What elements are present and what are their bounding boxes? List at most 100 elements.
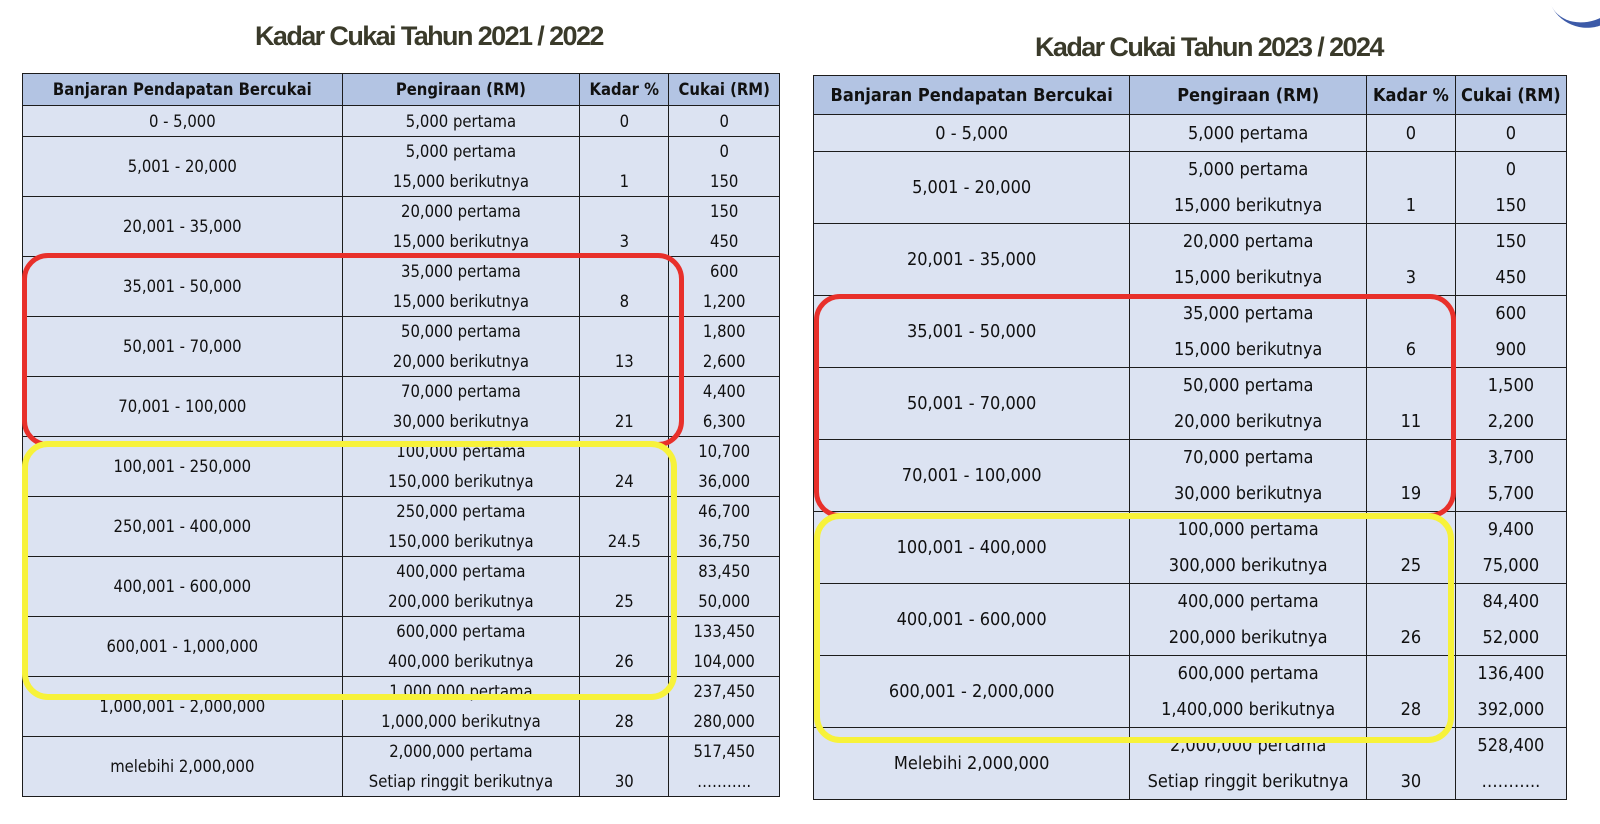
rate-cell: 30 [579,736,670,797]
header-tax: Cukai (RM) [1454,75,1568,115]
table-row: 100,001 - 250,000 100,000 pertama 150,000 … [22,436,780,497]
tax-line: 0 [719,111,729,131]
rate-line: 28 [1400,698,1422,720]
tax-line: 600 [1495,303,1527,325]
rate-cell: 25 [579,556,670,617]
tax-line: 528,400 [1477,735,1545,757]
tax-cell: 136,400 392,000 [1454,655,1568,728]
calculation-cell: 400,000 pertama 200,000 berikutnya [1129,583,1367,656]
tax-line: 0 [719,142,729,162]
calculation-cell: 50,000 pertama 20,000 berikutnya [1129,367,1367,440]
calculation-line: 100,000 pertama [396,442,526,462]
tax-line: 237,450 [693,682,755,702]
rate-line: 1 [619,171,630,191]
calculation-line: 15,000 berikutnya [392,171,529,191]
calculation-line: 300,000 berikutnya [1168,554,1328,576]
rate-line [1367,369,1454,404]
calculation-cell: 50,000 pertama 20,000 berikutnya [341,316,581,377]
calculation-line: 15,000 berikutnya [1173,338,1323,360]
table-row: 50,001 - 70,000 50,000 pertama 20,000 beri… [22,316,780,377]
income-range-cell: 70,001 - 100,000 [22,376,343,437]
tax-cell: 600 900 [1454,295,1568,368]
rate-cell: 1 [579,136,670,197]
tax-cell: 237,450 280,000 [668,676,780,737]
calculation-cell: 20,000 pertama 15,000 berikutnya [1129,223,1367,296]
rate-line [581,318,668,347]
calculation-line: 35,000 pertama [401,262,521,282]
table-row: 100,001 - 400,000 100,000 pertama 300,000 … [812,511,1568,584]
tax-table-2023-2024: Banjaran Pendapatan Bercukai Pengiraan (… [812,75,1568,800]
calculation-line: 100,000 pertama [1177,519,1319,541]
rate-line: 21 [614,411,634,431]
calculation-line: 30,000 berikutnya [1173,482,1323,504]
tax-cell: 83,450 50,000 [668,556,780,617]
calculation-line: 20,000 berikutnya [1173,410,1323,432]
tax-line: 1,500 [1487,375,1535,397]
table-row: 20,001 - 35,000 20,000 pertama 15,000 beri… [812,223,1568,296]
calculation-line: 200,000 berikutnya [1168,626,1328,648]
tax-line: 3,700 [1487,447,1535,469]
rate-line [581,438,668,467]
left-table-title: Kadar Cukai Tahun 2021 / 2022 [255,21,604,51]
tax-line: 50,000 [698,591,751,611]
tax-line: 5,700 [1487,482,1535,504]
calculation-line: 15,000 berikutnya [392,231,529,251]
calculation-line: 1,000,000 berikutnya [381,711,541,731]
calculation-line: 1,400,000 berikutnya [1161,698,1336,720]
calculation-line: 150,000 berikutnya [388,471,534,491]
income-range-cell: 400,001 - 600,000 [22,556,343,617]
calculation-cell: 250,000 pertama 150,000 berikutnya [341,496,581,557]
tax-cell: 10,700 36,000 [668,436,780,497]
rate-cell: 26 [1366,583,1456,656]
calculation-line: 30,000 berikutnya [392,411,529,431]
calculation-cell: 70,000 pertama 30,000 berikutnya [341,376,581,437]
rate-line: 1 [1405,194,1417,216]
income-range-cell: 100,001 - 250,000 [22,436,343,497]
rate-cell: 3 [1366,223,1456,296]
calculation-line: 5,000 pertama [1187,122,1309,144]
tax-cell: 150 450 [1454,223,1568,296]
tax-cell: 133,450 104,000 [668,616,780,677]
rate-line [581,738,668,767]
income-range-cell: 35,001 - 50,000 [22,256,343,317]
tax-line: 4,400 [702,382,746,402]
tax-line: 6,300 [702,411,746,431]
rate-line: 24.5 [607,531,641,551]
rate-line: 24 [614,471,634,491]
income-range-cell: 20,001 - 35,000 [22,196,343,257]
calculation-line: 1,000,000 pertama [389,682,533,702]
calculation-line: 20,000 berikutnya [392,351,529,371]
rate-line [1367,441,1454,476]
calculation-line: 20,000 pertama [1182,231,1314,253]
calculation-line: Setiap ringgit berikutnya [368,771,554,791]
table-row: 35,001 - 50,000 35,000 pertama 15,000 beri… [22,256,780,317]
rate-line [1367,657,1454,692]
tax-cell: 0 [1454,114,1568,152]
tax-line: 75,000 [1482,554,1540,576]
header-row: Banjaran Pendapatan Bercukai Pengiraan (… [812,75,1568,115]
rate-cell: 24 [579,436,670,497]
rate-line: 26 [1400,626,1422,648]
income-range-cell: Melebihi 2,000,000 [812,727,1131,800]
tax-line: ……….. [1481,770,1541,792]
calculation-cell: 100,000 pertama 150,000 berikutnya [341,436,581,497]
tax-line: 600 [710,262,739,282]
rate-cell: 19 [1366,439,1456,512]
tax-line: 133,450 [693,622,755,642]
rate-line [581,198,668,227]
calculation-cell: 600,000 pertama 1,400,000 berikutnya [1129,655,1367,728]
calculation-line: 250,000 pertama [396,502,526,522]
rate-line [1367,729,1454,764]
calculation-line: 50,000 pertama [1182,375,1314,397]
rate-line [1367,513,1454,548]
income-range-cell: 600,001 - 1,000,000 [22,616,343,677]
calculation-cell: 100,000 pertama 300,000 berikutnya [1129,511,1367,584]
rate-cell: 24.5 [579,496,670,557]
calculation-cell: 5,000 pertama 15,000 berikutnya [341,136,581,197]
calculation-line: 15,000 berikutnya [1173,266,1323,288]
table-row: 400,001 - 600,000 400,000 pertama 200,000 … [22,556,780,617]
rate-line: 0 [1405,122,1417,144]
income-range-cell: 600,001 - 2,000,000 [812,655,1131,728]
income-range-cell: 0 - 5,000 [22,105,343,137]
table-row: 50,001 - 70,000 50,000 pertama 20,000 beri… [812,367,1568,440]
